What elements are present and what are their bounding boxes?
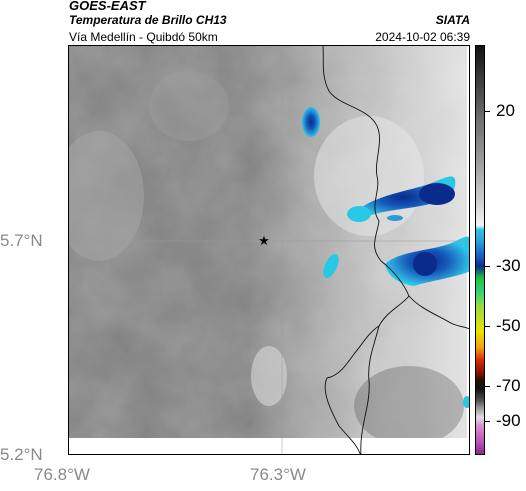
colorbar-label-20: 20 xyxy=(496,101,515,120)
satellite-title: GOES-EAST xyxy=(69,0,146,13)
timestamp-label: 2024-10-02 06:39 xyxy=(375,30,470,44)
cloud-field xyxy=(69,46,469,454)
colorbar-label-minus-30: -30 xyxy=(496,256,521,275)
colorbar-tick xyxy=(485,386,490,387)
lat-label-5-7: 5.7°N xyxy=(0,231,43,250)
boundary-lines xyxy=(322,46,469,454)
colorbar-tick xyxy=(485,326,490,327)
graticule xyxy=(69,46,469,454)
satellite-map: ★ xyxy=(68,45,470,455)
colorbar-label-minus-50: -50 xyxy=(496,316,521,335)
map-bottom-strip xyxy=(69,438,469,454)
colorbar-tick xyxy=(485,111,490,112)
colorbar-label-minus-90: -90 xyxy=(496,411,521,430)
product-title: Temperatura de Brillo CH13 xyxy=(69,13,227,27)
lat-label-5-2: 5.2°N xyxy=(0,445,43,464)
star-icon: ★ xyxy=(258,234,270,249)
colorbar-label-minus-70: -70 xyxy=(496,376,521,395)
colorbar-tick xyxy=(485,421,490,422)
colorbar xyxy=(475,45,485,455)
cold-cloud-tops xyxy=(302,107,469,408)
lon-label-76-3: 76.3°W xyxy=(250,465,306,484)
colorbar-tick xyxy=(485,266,490,267)
lon-label-76-8: 76.8°W xyxy=(34,465,90,484)
route-subtitle: Vía Medellín - Quibdó 50km xyxy=(69,30,218,44)
organization-label: SIATA xyxy=(435,13,470,27)
